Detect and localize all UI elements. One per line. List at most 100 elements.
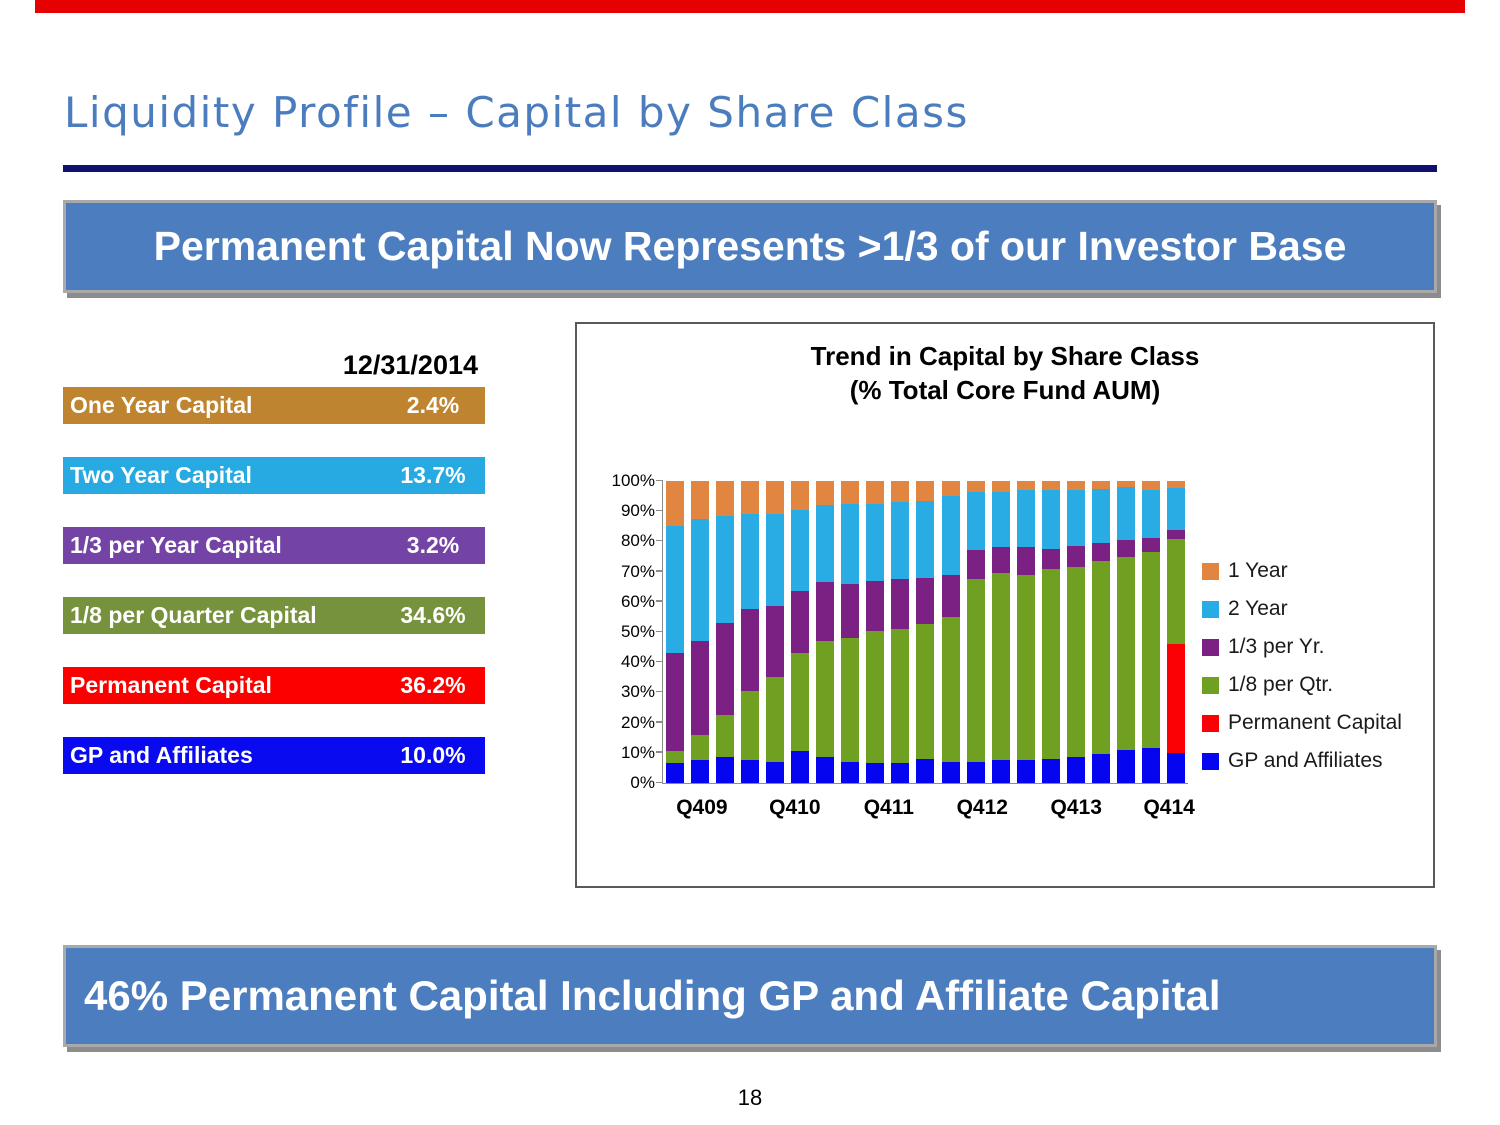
bar-segment <box>791 481 810 510</box>
bar-segment <box>1091 561 1110 755</box>
bar-segment <box>691 641 710 735</box>
table-row-label: One Year Capital <box>70 392 253 418</box>
bar-segment <box>1041 568 1060 759</box>
stacked-bar <box>791 481 810 783</box>
x-axis-label: Q411 <box>863 796 914 819</box>
bars-container <box>666 481 1185 783</box>
table-row: GP and Affiliates 10.0% <box>63 737 485 774</box>
bar-segment <box>766 514 785 607</box>
legend-label: GP and Affiliates <box>1228 749 1383 772</box>
x-axis-label: Q413 <box>1050 796 1102 819</box>
table-date-header: 12/31/2014 <box>342 350 478 380</box>
table-row: Two Year Capital 13.7% <box>63 457 485 494</box>
top-banner: Permanent Capital Now Represents >1/3 of… <box>63 200 1437 293</box>
y-tick-mark <box>656 509 663 512</box>
stacked-bar <box>1116 481 1135 783</box>
bar-segment <box>841 503 860 584</box>
table-row-value: 10.0% <box>400 742 466 768</box>
bar-segment <box>666 481 684 527</box>
bar-segment <box>941 481 960 497</box>
x-axis: Q409 Q410 Q411 Q412 Q413 Q414 <box>662 796 1195 826</box>
table-row: One Year Capital 2.4% <box>63 387 485 424</box>
table-row: Permanent Capital 36.2% <box>63 667 485 704</box>
table-row-value: 13.7% <box>400 462 466 488</box>
stacked-bar <box>691 481 710 783</box>
bar-segment <box>816 757 835 783</box>
legend-swatch <box>1202 752 1219 770</box>
bar-segment <box>1041 548 1060 569</box>
bar-segment <box>1066 490 1085 546</box>
bar-segment <box>916 758 935 783</box>
bar-segment <box>891 579 910 629</box>
bar-segment <box>966 481 985 492</box>
y-axis: 0% 10% 20% 30% 40% 50% 60% 70% 80% 90% 100% <box>583 471 655 792</box>
stacked-bar <box>816 481 835 783</box>
bar-segment <box>1166 539 1185 644</box>
bar-segment <box>891 629 910 764</box>
page-number: 18 <box>737 1085 763 1110</box>
bar-segment <box>791 751 810 783</box>
y-tick-mark <box>656 630 663 632</box>
bar-segment <box>816 582 835 642</box>
bar-segment <box>1091 754 1110 783</box>
bar-segment <box>941 616 960 762</box>
bottom-banner-text: 46% Permanent Capital Including GP and A… <box>84 972 1221 1019</box>
bar-segment <box>941 496 960 575</box>
bar-segment <box>1016 760 1035 783</box>
chart-title-line1: Trend in Capital by Share Class <box>810 341 1200 371</box>
y-tick-mark <box>656 479 663 481</box>
bar-segment <box>991 491 1010 548</box>
y-tick-mark <box>656 690 663 693</box>
y-tick-label: 100% <box>611 471 655 490</box>
bottom-banner: 46% Permanent Capital Including GP and A… <box>63 945 1437 1047</box>
legend-swatch <box>1202 714 1219 732</box>
capital-table-rows: One Year Capital 2.4% Two Year Capital 13.7… <box>63 387 485 774</box>
stacked-bar <box>991 481 1010 783</box>
bar-segment <box>1166 643 1185 753</box>
stacked-bar <box>741 481 760 783</box>
legend-swatch <box>1202 676 1219 694</box>
legend-item: 1/3 per Yr. <box>1202 628 1432 666</box>
bar-segment <box>891 763 910 783</box>
bar-segment <box>866 503 885 581</box>
bar-segment <box>866 580 885 631</box>
bar-segment <box>1016 574 1035 761</box>
x-axis-label: Q409 <box>676 796 728 819</box>
bar-segment <box>741 609 760 691</box>
y-tick-mark <box>656 600 663 602</box>
bar-segment <box>941 574 960 617</box>
stacked-bar <box>766 481 785 783</box>
chart-title-line2: (% Total Core Fund AUM) <box>849 374 1161 405</box>
bar-segment <box>1066 481 1085 491</box>
table-row-value: 36.2% <box>400 672 466 698</box>
bar-segment <box>991 573 1010 761</box>
table-row-value: 3.2% <box>406 532 460 558</box>
bar-segment <box>866 763 885 783</box>
bar-segment <box>766 677 785 762</box>
bar-segment <box>1166 481 1185 489</box>
legend-label: 2 Year <box>1228 597 1288 620</box>
y-tick-mark <box>656 539 663 542</box>
bar-segment <box>916 500 935 578</box>
bar-segment <box>741 514 760 610</box>
stacked-bar <box>666 481 684 783</box>
bar-segment <box>691 734 710 761</box>
bar-segment <box>891 481 910 503</box>
bar-segment <box>791 653 810 752</box>
bar-segment <box>666 751 684 764</box>
stacked-bar <box>1166 481 1185 783</box>
stacked-bar <box>916 481 935 783</box>
legend-item: 1 Year <box>1202 552 1432 590</box>
x-axis-label: Q414 <box>1143 796 1195 819</box>
stacked-bar <box>1041 481 1060 783</box>
legend-label: 1/8 per Qtr. <box>1228 673 1334 696</box>
legend-swatch <box>1202 562 1219 580</box>
stacked-bar <box>1016 481 1035 783</box>
bar-segment <box>966 761 985 783</box>
bar-segment <box>1041 490 1060 549</box>
bar-segment <box>966 550 985 580</box>
y-tick-mark <box>656 721 663 723</box>
bar-segment <box>1166 529 1185 540</box>
bar-segment <box>1141 490 1160 539</box>
